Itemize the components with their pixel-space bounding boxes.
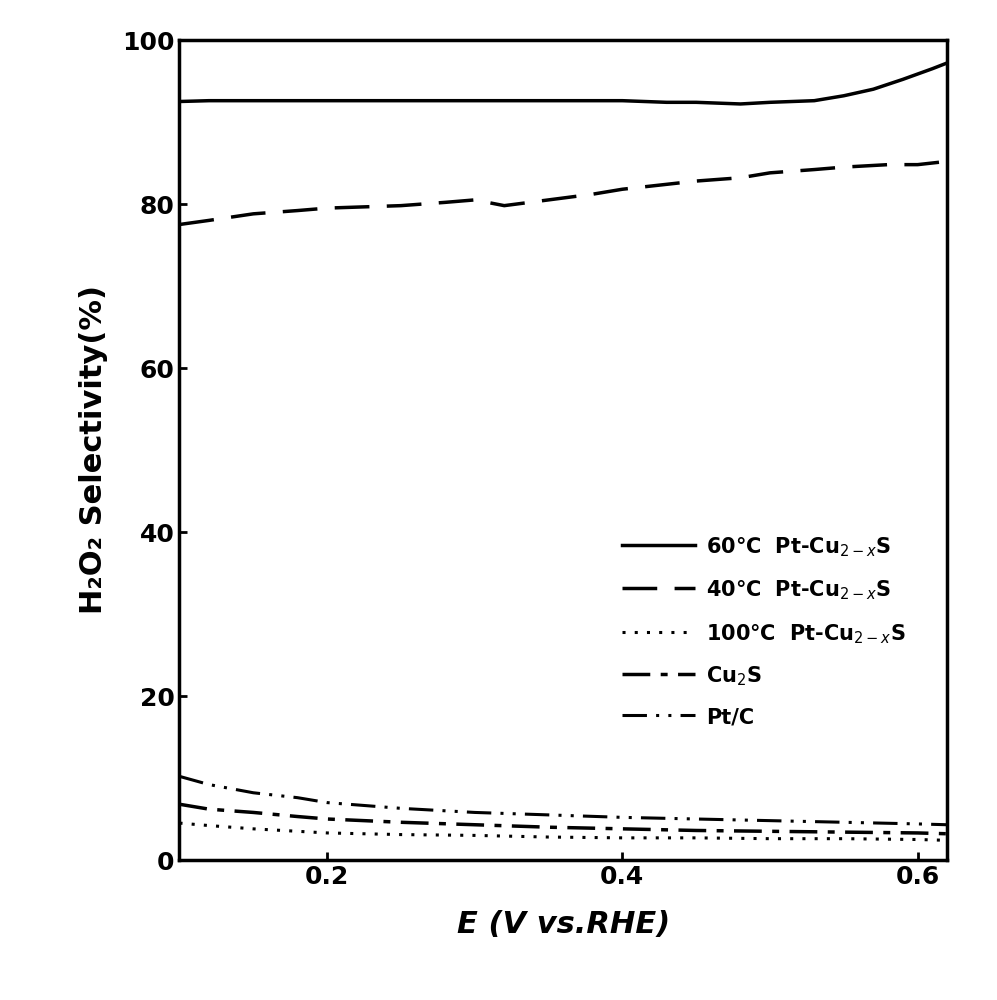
40℃  Pt-Cu$_{2-x}$S <box>440 196 452 208</box>
Pt/C <box>837 816 849 828</box>
100℃  Pt-Cu$_{2-x}$S <box>837 833 849 845</box>
Pt/C <box>690 813 702 825</box>
Cu$_2$S <box>542 821 554 833</box>
40℃  Pt-Cu$_{2-x}$S <box>646 180 658 192</box>
40℃  Pt-Cu$_{2-x}$S <box>809 164 821 176</box>
Cu$_2$S <box>837 826 849 838</box>
Pt/C <box>321 797 333 809</box>
Cu$_2$S <box>616 823 628 835</box>
60℃  Pt-Cu$_{2-x}$S <box>690 96 702 108</box>
Pt/C <box>941 819 953 831</box>
40℃  Pt-Cu$_{2-x}$S <box>291 205 303 217</box>
Pt/C <box>173 770 185 782</box>
60℃  Pt-Cu$_{2-x}$S <box>542 95 554 107</box>
60℃  Pt-Cu$_{2-x}$S <box>941 57 953 69</box>
Cu$_2$S <box>764 825 776 837</box>
40℃  Pt-Cu$_{2-x}$S <box>911 159 923 171</box>
Cu$_2$S <box>469 819 481 831</box>
100℃  Pt-Cu$_{2-x}$S <box>911 834 923 846</box>
40℃  Pt-Cu$_{2-x}$S <box>542 194 554 206</box>
60℃  Pt-Cu$_{2-x}$S <box>321 95 333 107</box>
40℃  Pt-Cu$_{2-x}$S <box>498 200 510 212</box>
Cu$_2$S <box>911 827 923 839</box>
100℃  Pt-Cu$_{2-x}$S <box>247 823 259 835</box>
60℃  Pt-Cu$_{2-x}$S <box>897 73 909 85</box>
60℃  Pt-Cu$_{2-x}$S <box>291 95 303 107</box>
40℃  Pt-Cu$_{2-x}$S <box>735 172 747 184</box>
Pt/C <box>542 809 554 821</box>
Cu$_2$S <box>247 806 259 818</box>
40℃  Pt-Cu$_{2-x}$S <box>882 159 894 171</box>
Cu$_2$S <box>395 816 407 828</box>
100℃  Pt-Cu$_{2-x}$S <box>321 827 333 839</box>
100℃  Pt-Cu$_{2-x}$S <box>395 829 407 841</box>
40℃  Pt-Cu$_{2-x}$S <box>764 167 776 179</box>
Cu$_2$S <box>173 798 185 810</box>
100℃  Pt-Cu$_{2-x}$S <box>469 829 481 841</box>
100℃  Pt-Cu$_{2-x}$S <box>291 825 303 837</box>
Cu$_2$S <box>690 824 702 836</box>
40℃  Pt-Cu$_{2-x}$S <box>395 200 407 212</box>
Pt/C <box>911 818 923 830</box>
40℃  Pt-Cu$_{2-x}$S <box>173 219 185 231</box>
100℃  Pt-Cu$_{2-x}$S <box>173 817 185 829</box>
60℃  Pt-Cu$_{2-x}$S <box>735 98 747 110</box>
60℃  Pt-Cu$_{2-x}$S <box>203 95 215 107</box>
Y-axis label: H₂O₂ Selectivity(%): H₂O₂ Selectivity(%) <box>79 286 109 614</box>
Line: Pt/C: Pt/C <box>179 776 947 825</box>
60℃  Pt-Cu$_{2-x}$S <box>616 95 628 107</box>
60℃  Pt-Cu$_{2-x}$S <box>926 63 938 75</box>
40℃  Pt-Cu$_{2-x}$S <box>321 202 333 214</box>
60℃  Pt-Cu$_{2-x}$S <box>764 96 776 108</box>
60℃  Pt-Cu$_{2-x}$S <box>867 83 879 95</box>
Line: 60℃  Pt-Cu$_{2-x}$S: 60℃ Pt-Cu$_{2-x}$S <box>179 63 947 104</box>
40℃  Pt-Cu$_{2-x}$S <box>469 194 481 206</box>
40℃  Pt-Cu$_{2-x}$S <box>203 214 215 226</box>
100℃  Pt-Cu$_{2-x}$S <box>616 832 628 844</box>
Pt/C <box>291 792 303 804</box>
Line: 40℃  Pt-Cu$_{2-x}$S: 40℃ Pt-Cu$_{2-x}$S <box>179 161 947 225</box>
60℃  Pt-Cu$_{2-x}$S <box>469 95 481 107</box>
100℃  Pt-Cu$_{2-x}$S <box>690 832 702 844</box>
60℃  Pt-Cu$_{2-x}$S <box>809 95 821 107</box>
60℃  Pt-Cu$_{2-x}$S <box>837 90 849 102</box>
Line: 100℃  Pt-Cu$_{2-x}$S: 100℃ Pt-Cu$_{2-x}$S <box>179 823 947 840</box>
Cu$_2$S <box>291 811 303 823</box>
60℃  Pt-Cu$_{2-x}$S <box>173 96 185 108</box>
Legend: 60℃  Pt-Cu$_{2-x}$S, 40℃  Pt-Cu$_{2-x}$S, 100℃  Pt-Cu$_{2-x}$S, Cu$_2$S, Pt/C: 60℃ Pt-Cu$_{2-x}$S, 40℃ Pt-Cu$_{2-x}$S, … <box>614 526 913 736</box>
Cu$_2$S <box>941 828 953 840</box>
60℃  Pt-Cu$_{2-x}$S <box>661 96 673 108</box>
100℃  Pt-Cu$_{2-x}$S <box>941 834 953 846</box>
Cu$_2$S <box>321 813 333 825</box>
Pt/C <box>395 802 407 814</box>
60℃  Pt-Cu$_{2-x}$S <box>395 95 407 107</box>
40℃  Pt-Cu$_{2-x}$S <box>247 208 259 220</box>
Pt/C <box>764 815 776 827</box>
60℃  Pt-Cu$_{2-x}$S <box>247 95 259 107</box>
40℃  Pt-Cu$_{2-x}$S <box>837 161 849 173</box>
100℃  Pt-Cu$_{2-x}$S <box>542 831 554 843</box>
Line: Cu$_2$S: Cu$_2$S <box>179 804 947 834</box>
Pt/C <box>247 787 259 799</box>
Cu$_2$S <box>203 803 215 815</box>
40℃  Pt-Cu$_{2-x}$S <box>941 155 953 167</box>
100℃  Pt-Cu$_{2-x}$S <box>764 833 776 845</box>
40℃  Pt-Cu$_{2-x}$S <box>690 175 702 187</box>
40℃  Pt-Cu$_{2-x}$S <box>616 183 628 195</box>
Pt/C <box>616 811 628 823</box>
Pt/C <box>203 779 215 791</box>
100℃  Pt-Cu$_{2-x}$S <box>203 820 215 832</box>
X-axis label: E (V vs.RHE): E (V vs.RHE) <box>457 910 670 939</box>
40℃  Pt-Cu$_{2-x}$S <box>587 188 599 200</box>
Pt/C <box>469 806 481 818</box>
